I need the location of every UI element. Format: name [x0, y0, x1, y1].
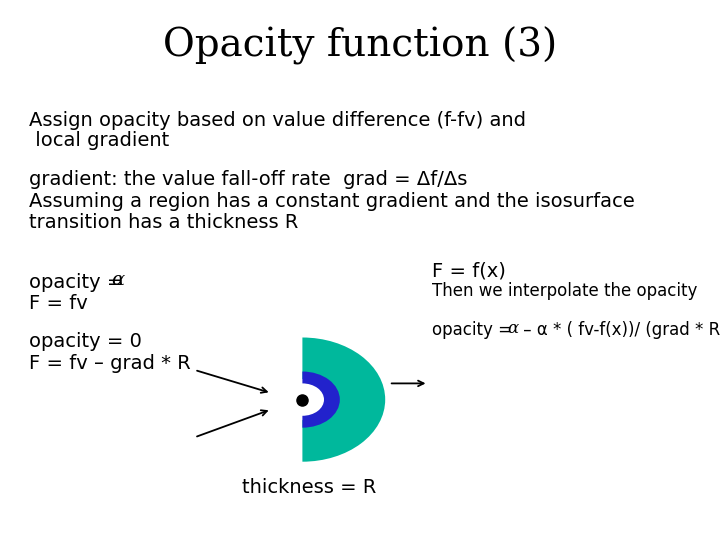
Text: α: α [508, 320, 519, 336]
Wedge shape [302, 372, 340, 428]
Text: opacity =: opacity = [29, 273, 130, 292]
Text: gradient: the value fall-off rate  grad = Δf/Δs: gradient: the value fall-off rate grad =… [29, 170, 467, 189]
Text: local gradient: local gradient [29, 131, 169, 150]
Text: Assign opacity based on value difference (f-fv) and: Assign opacity based on value difference… [29, 111, 526, 130]
Text: transition has a thickness R: transition has a thickness R [29, 213, 298, 232]
Text: F = fv: F = fv [29, 294, 88, 313]
Text: F = fv – grad * R: F = fv – grad * R [29, 354, 191, 373]
Text: – α * ( fv-f(x))/ (grad * R): – α * ( fv-f(x))/ (grad * R) [518, 321, 720, 339]
Text: Assuming a region has a constant gradient and the isosurface: Assuming a region has a constant gradien… [29, 192, 634, 211]
Text: Then we interpolate the opacity: Then we interpolate the opacity [432, 282, 698, 300]
Text: thickness = R: thickness = R [243, 478, 377, 497]
Text: opacity =: opacity = [432, 321, 517, 339]
Text: Opacity function (3): Opacity function (3) [163, 27, 557, 65]
Text: F = f(x): F = f(x) [432, 262, 506, 281]
Text: opacity = 0: opacity = 0 [29, 332, 142, 351]
Text: α: α [112, 271, 125, 289]
Wedge shape [302, 338, 385, 462]
